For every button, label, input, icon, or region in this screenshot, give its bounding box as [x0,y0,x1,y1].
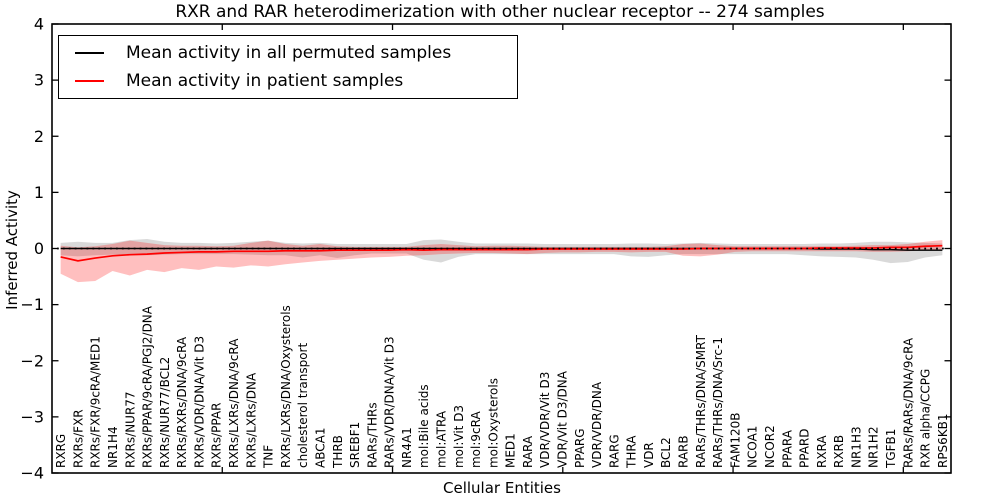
y-tick-label: 1 [34,183,44,202]
legend-item-permuted: Mean activity in all permuted samples [59,43,517,63]
x-category-label: mol:Bile acids [417,384,431,468]
y-tick-label: 2 [34,127,44,146]
x-category-label: RARs/RARs/DNA/9cRA [901,337,915,468]
y-tick-label: 0 [34,239,44,258]
x-category-label: VDR [642,442,656,468]
x-category-label: RARs/THRs/DNA/Src-1 [711,337,725,468]
x-category-label: RXRs/RXRs/DNA/9cRA [175,336,189,468]
x-category-label: RARs/THRs/DNA/SMRT [694,334,708,468]
x-category-label: mol:ATRA [434,410,448,468]
x-category-label: PPARA [780,429,794,468]
x-category-label: RARA [521,435,535,468]
x-category-label: PPARG [573,428,587,468]
x-category-label: RARB [677,435,691,468]
x-category-label: NR1H3 [849,426,863,468]
x-category-label: MED1 [504,433,518,468]
x-category-label: RXRs/LXRs/DNA [244,372,258,468]
legend-label-patient: Mean activity in patient samples [126,70,404,91]
x-category-label: NCOA1 [746,426,760,468]
y-tick-label: 3 [34,71,44,90]
x-category-label: RXR alpha/CCPG [919,369,933,468]
x-category-label: NR1H4 [106,426,120,468]
x-category-label: BCL2 [659,437,673,468]
x-category-label: RXRG [54,434,68,468]
y-tick-label: −4 [20,464,44,483]
x-category-label: NR4A1 [400,427,414,468]
x-category-label: VDR/Vit D3/DNA [556,370,570,468]
x-category-label: RXRs/LXRs/DNA/Oxysterols [279,305,293,468]
permuted-std-band [60,238,943,264]
x-category-label: RXRs/FXR/9cRA/MED1 [89,336,103,468]
x-category-label: RXRs/NUR77/BCL2 [158,357,172,468]
legend-line-sample-permuted [75,52,104,55]
x-category-label: RXRs/PPAR/9cRA/PGJ2/DNA [141,305,155,468]
x-category-label: RXRs/FXR [71,409,85,468]
patient-std-band [60,240,943,283]
y-tick-label: 4 [34,15,44,34]
x-category-label: RXRs/PPAR [210,403,224,468]
x-category-label: RXRs/NUR77 [123,391,137,468]
x-category-label: cholesterol transport [296,342,310,468]
legend: Mean activity in all permuted samples Me… [58,35,518,99]
x-axis-label: Cellular Entities [443,479,561,497]
x-category-label: ABCA1 [313,428,327,468]
legend-line-sample-patient [75,79,104,82]
x-category-label: THRB [331,435,345,469]
legend-item-patient: Mean activity in patient samples [59,71,517,91]
x-category-label: RARs/VDR/DNA/Vit D3 [383,336,397,468]
x-category-label: mol:Vit D3 [452,405,466,468]
x-category-label: mol:Oxysterols [486,378,500,468]
x-category-label: NR1H2 [867,426,881,468]
legend-label-permuted: Mean activity in all permuted samples [126,43,452,64]
x-category-label: TNF [262,445,276,469]
x-category-label: RARG [607,434,621,468]
x-category-label: RXRA [815,435,829,468]
y-tick-label: −2 [20,351,44,370]
chart-title: RXR and RAR heterodimerization with othe… [175,2,825,22]
y-tick-label: −1 [20,295,44,314]
x-category-label: THRA [625,435,639,469]
x-category-label: SREBF1 [348,422,362,468]
x-category-label: NCOR2 [763,425,777,468]
x-category-label: RARs/THRs [365,402,379,468]
x-category-label: RXRB [832,435,846,468]
x-category-label: VDR/VDR/Vit D3 [538,372,552,468]
x-category-label: FAM120B [728,413,742,469]
x-category-label: RXRs/LXRs/DNA/9cRA [227,338,241,468]
x-category-label: TGFB1 [884,429,898,469]
x-category-label: mol:9cRA [469,411,483,468]
x-category-label: VDR/VDR/DNA [590,381,604,468]
y-tick-label: −3 [20,407,44,426]
x-category-label: RPS6KB1 [936,413,950,468]
x-category-label: PPARD [798,429,812,469]
x-category-label: RXRs/VDR/DNA/Vit D3 [192,336,206,468]
